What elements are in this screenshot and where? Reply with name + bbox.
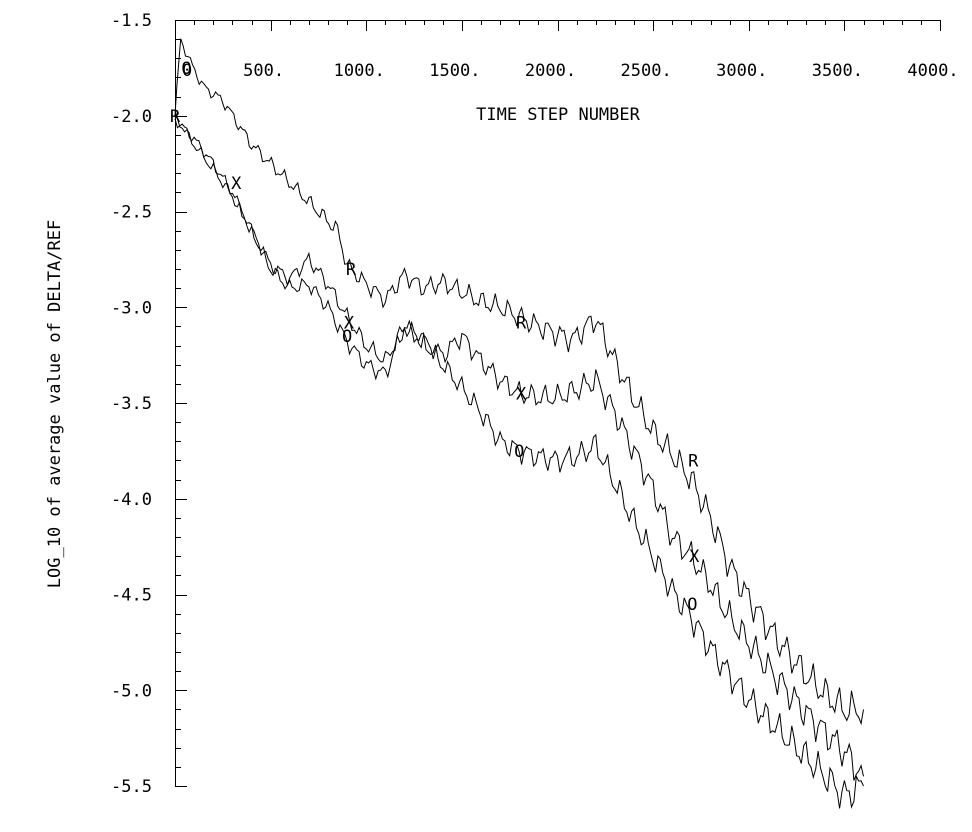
- x-tick-label: 3000.: [716, 61, 767, 81]
- y-tick-label: -2.0: [111, 107, 152, 127]
- y-ticks: [175, 20, 187, 787]
- x-tick-label: 4000.: [907, 61, 958, 81]
- series-line: [174, 110, 864, 781]
- x-tick-label: 2000.: [525, 61, 576, 81]
- series-marker: O: [181, 59, 191, 79]
- series-marker: X: [689, 547, 700, 567]
- x-tick-label: 3500.: [812, 61, 863, 81]
- x-tick-label: 2500.: [621, 61, 672, 81]
- x-tick-label: 1500.: [429, 61, 480, 81]
- x-origin-label: 0: [182, 61, 192, 81]
- x-ticks: [194, 20, 941, 31]
- series-marker: R: [170, 107, 181, 127]
- y-tick-label: -1.5: [111, 11, 152, 31]
- series-marker: X: [516, 384, 527, 404]
- series-marker: X: [231, 174, 242, 194]
- series-line: [174, 38, 864, 726]
- y-tick-label: -4.0: [111, 490, 152, 510]
- y-tick-label: -2.5: [111, 203, 152, 223]
- y-tick-label: -4.5: [111, 586, 152, 606]
- x-tick-labels: 500. 1000. 1500. 2000. 2500. 3000. 3500. 4000.: [243, 61, 958, 81]
- y-axis-title: LOG_10 of average value of DELTA/REF: [45, 220, 65, 588]
- y-tick-labels: -1.5 -2.0 -2.5 -3.0 -3.5 -4.0 -4.5 -5.0 -5.5: [111, 11, 152, 797]
- series-marker: R: [346, 260, 357, 280]
- y-tick-label: -3.0: [111, 298, 152, 318]
- axes: [175, 20, 940, 786]
- series-line: [174, 118, 864, 809]
- series-marker: O: [342, 327, 352, 347]
- series-marker: R: [688, 451, 699, 471]
- series-marker: O: [687, 595, 697, 615]
- x-axis-title: TIME STEP NUMBER: [476, 105, 641, 125]
- series-marker: O: [514, 442, 524, 462]
- x-tick-label: 1000.: [334, 61, 385, 81]
- y-tick-label: -3.5: [111, 394, 152, 414]
- x-tick-label: 500.: [243, 61, 284, 81]
- series-marker: R: [516, 314, 527, 334]
- series-marker: X: [344, 314, 355, 334]
- y-tick-label: -5.0: [111, 681, 152, 701]
- y-tick-label: -5.5: [111, 777, 152, 797]
